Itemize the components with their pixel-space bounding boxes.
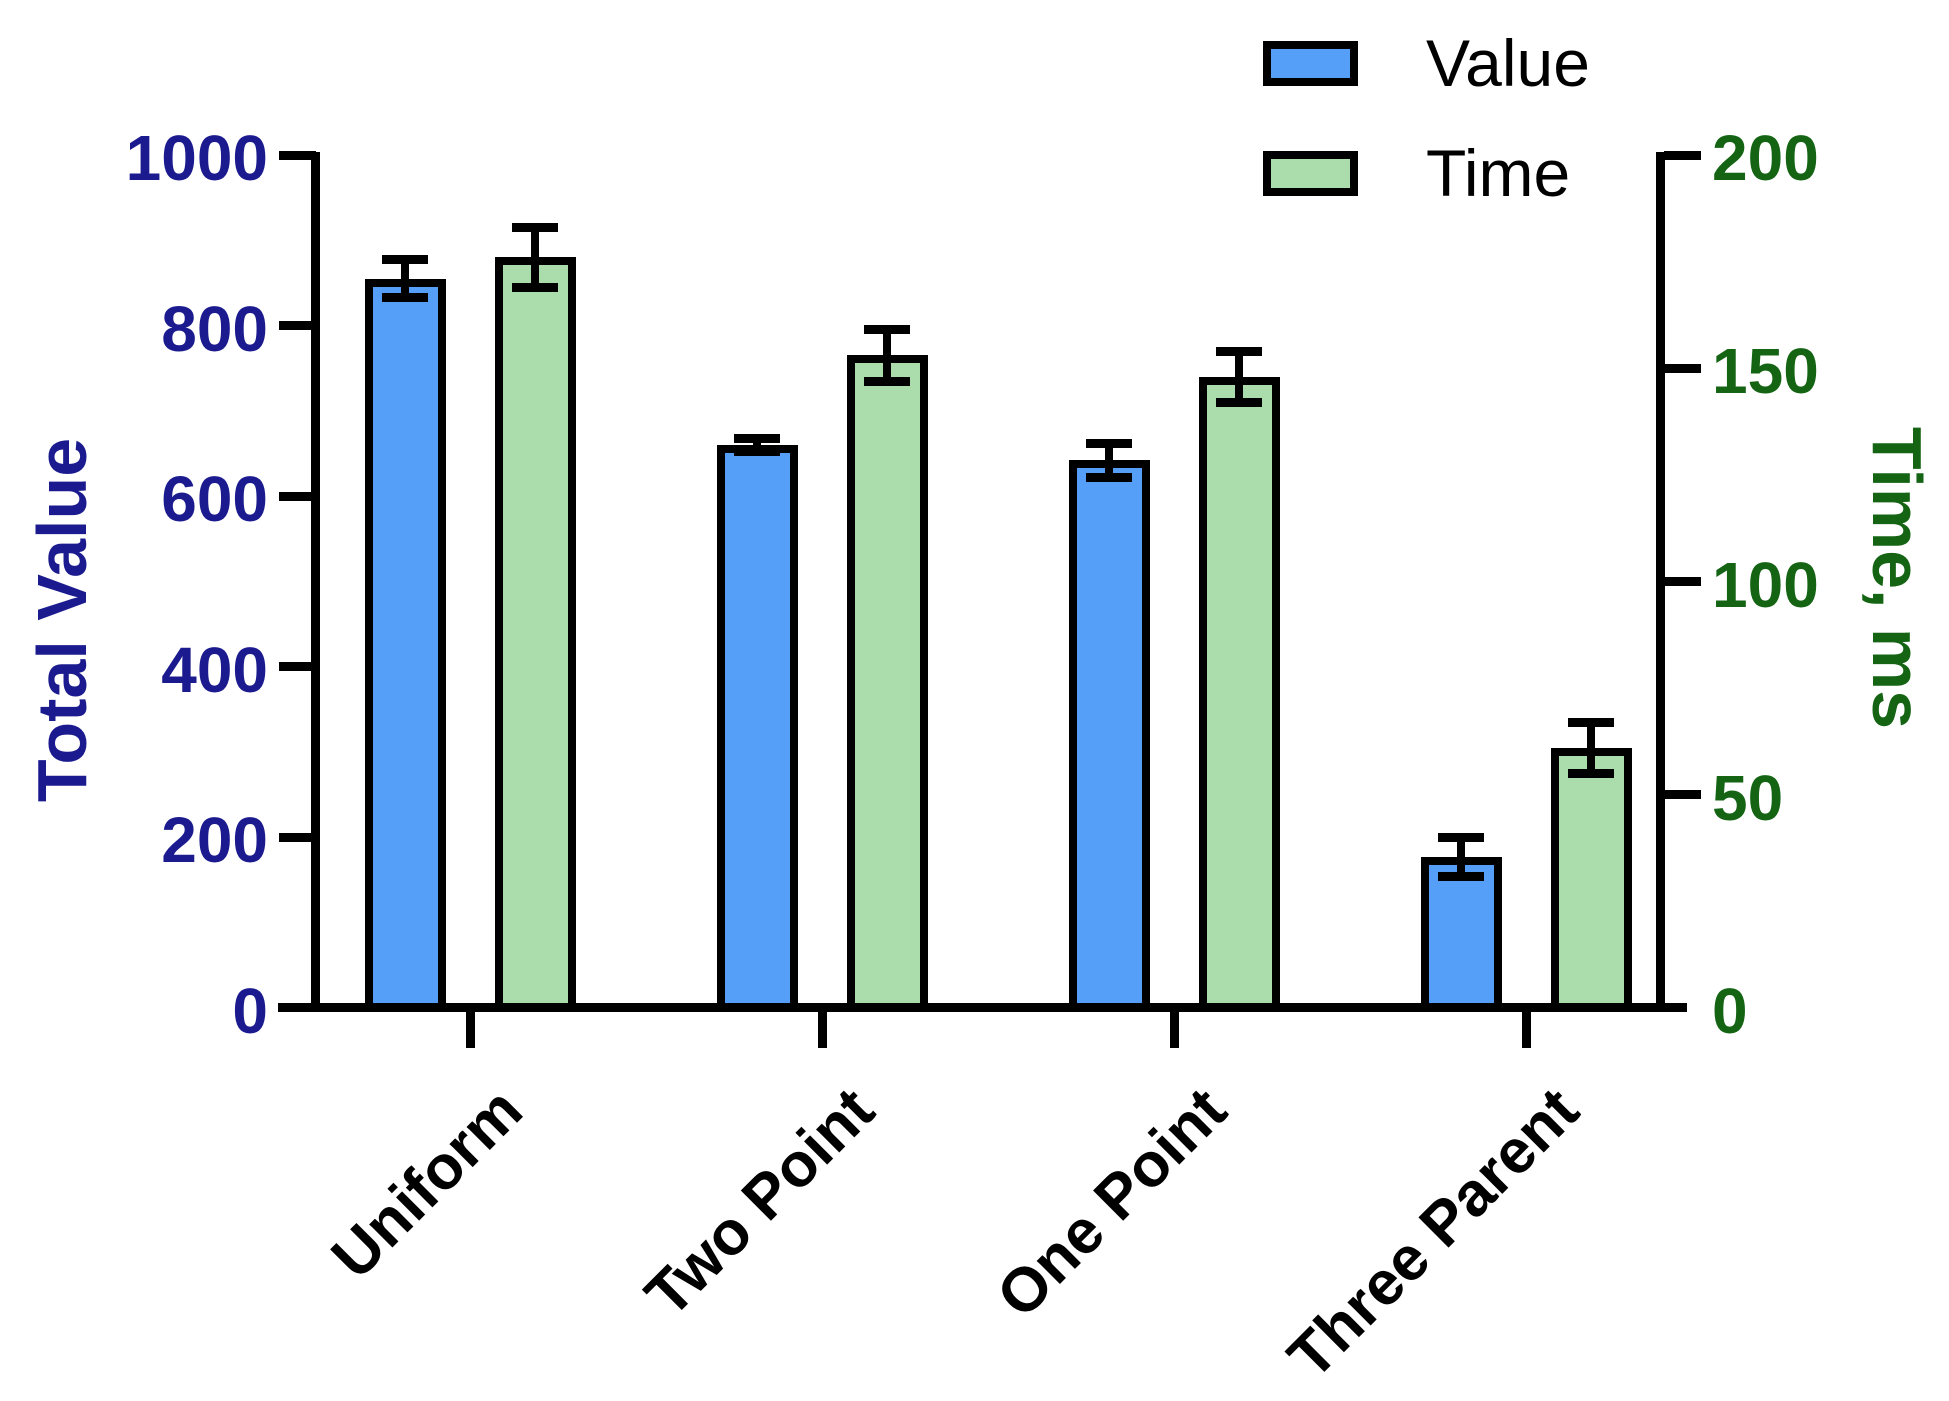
left-axis-title: Total Value: [23, 437, 101, 803]
bar-value-2: [1068, 460, 1150, 1012]
error-bar-stem: [531, 227, 539, 288]
error-bar-stem: [1457, 837, 1465, 877]
bar-time-3: [1550, 747, 1632, 1012]
bar-time-1: [846, 355, 928, 1012]
left-axis-tick: [279, 491, 316, 501]
error-bar-cap-top: [1568, 717, 1614, 727]
error-bar-cap-bottom: [734, 447, 780, 457]
left-axis-tick: [279, 321, 316, 331]
x-axis-tick: [817, 1012, 827, 1048]
left-axis-tick-label: 600: [161, 463, 268, 536]
bar-value-0: [364, 278, 446, 1012]
x-axis-line: [278, 1003, 1687, 1012]
x-axis-tick: [465, 1012, 475, 1048]
error-bar-cap-bottom: [1216, 397, 1262, 407]
error-bar-stem: [1105, 443, 1113, 478]
x-axis-category-label: Two Point: [632, 1075, 888, 1331]
left-axis-tick: [279, 662, 316, 672]
right-axis-tick: [1664, 363, 1701, 373]
right-axis-tick-label: 100: [1712, 548, 1819, 621]
legend-label-time: Time: [1426, 136, 1571, 210]
x-axis-tick: [1169, 1012, 1179, 1048]
left-axis-line: [311, 152, 320, 1012]
error-bar-cap-top: [512, 223, 558, 232]
right-axis-tick: [1664, 790, 1701, 800]
error-bar-cap-top: [734, 433, 780, 443]
left-axis-tick-label: 0: [232, 975, 268, 1047]
error-bar-cap-bottom: [382, 292, 428, 302]
legend: Value Time: [1263, 30, 1590, 258]
error-bar-cap-top: [1086, 438, 1132, 448]
right-axis-tick-label: 150: [1712, 335, 1819, 408]
error-bar-cap-bottom: [1438, 872, 1484, 882]
right-axis-tick-label: 0: [1712, 975, 1748, 1047]
error-bar-cap-bottom: [864, 376, 910, 386]
bar-value-1: [716, 445, 798, 1012]
bar-time-2: [1198, 376, 1280, 1012]
error-bar-cap-top: [1438, 832, 1484, 842]
error-bar-cap-top: [1216, 346, 1262, 356]
left-axis-tick-label: 1000: [125, 122, 268, 194]
error-bar-cap-bottom: [1568, 768, 1614, 778]
error-bar-cap-top: [864, 325, 910, 335]
right-axis-tick-label: 200: [1712, 122, 1819, 194]
left-axis-tick: [279, 150, 316, 160]
right-axis-tick: [1664, 150, 1701, 160]
left-axis-tick: [279, 832, 316, 842]
right-axis-title: Time, ms: [1858, 426, 1936, 730]
x-axis-category-label: Three Parent: [1275, 1075, 1592, 1392]
error-bar-stem: [753, 438, 761, 452]
left-axis-tick-label: 200: [161, 804, 268, 877]
legend-item-value: Value: [1263, 30, 1590, 96]
left-axis-tick-label: 800: [161, 292, 268, 365]
left-axis-tick-label: 400: [161, 633, 268, 706]
error-bar-cap-top: [382, 255, 428, 265]
error-bar-cap-bottom: [1086, 472, 1132, 482]
legend-swatch-value: [1263, 40, 1358, 86]
error-bar-stem: [1235, 351, 1243, 403]
error-bar-stem: [883, 329, 891, 382]
error-bar-cap-bottom: [512, 282, 558, 292]
error-bar-stem: [401, 259, 409, 298]
bar-time-0: [494, 257, 576, 1012]
legend-label-value: Value: [1426, 26, 1590, 100]
right-axis-line: [1656, 152, 1665, 1012]
right-axis-tick: [1664, 577, 1701, 586]
right-axis-tick-label: 50: [1712, 761, 1784, 834]
error-bar-stem: [1587, 722, 1595, 774]
legend-item-time: Time: [1263, 140, 1590, 206]
legend-swatch-time: [1263, 150, 1358, 196]
x-axis-category-label: One Point: [984, 1075, 1240, 1331]
x-axis-tick: [1521, 1012, 1531, 1048]
x-axis-category-label: Uniform: [319, 1075, 536, 1293]
